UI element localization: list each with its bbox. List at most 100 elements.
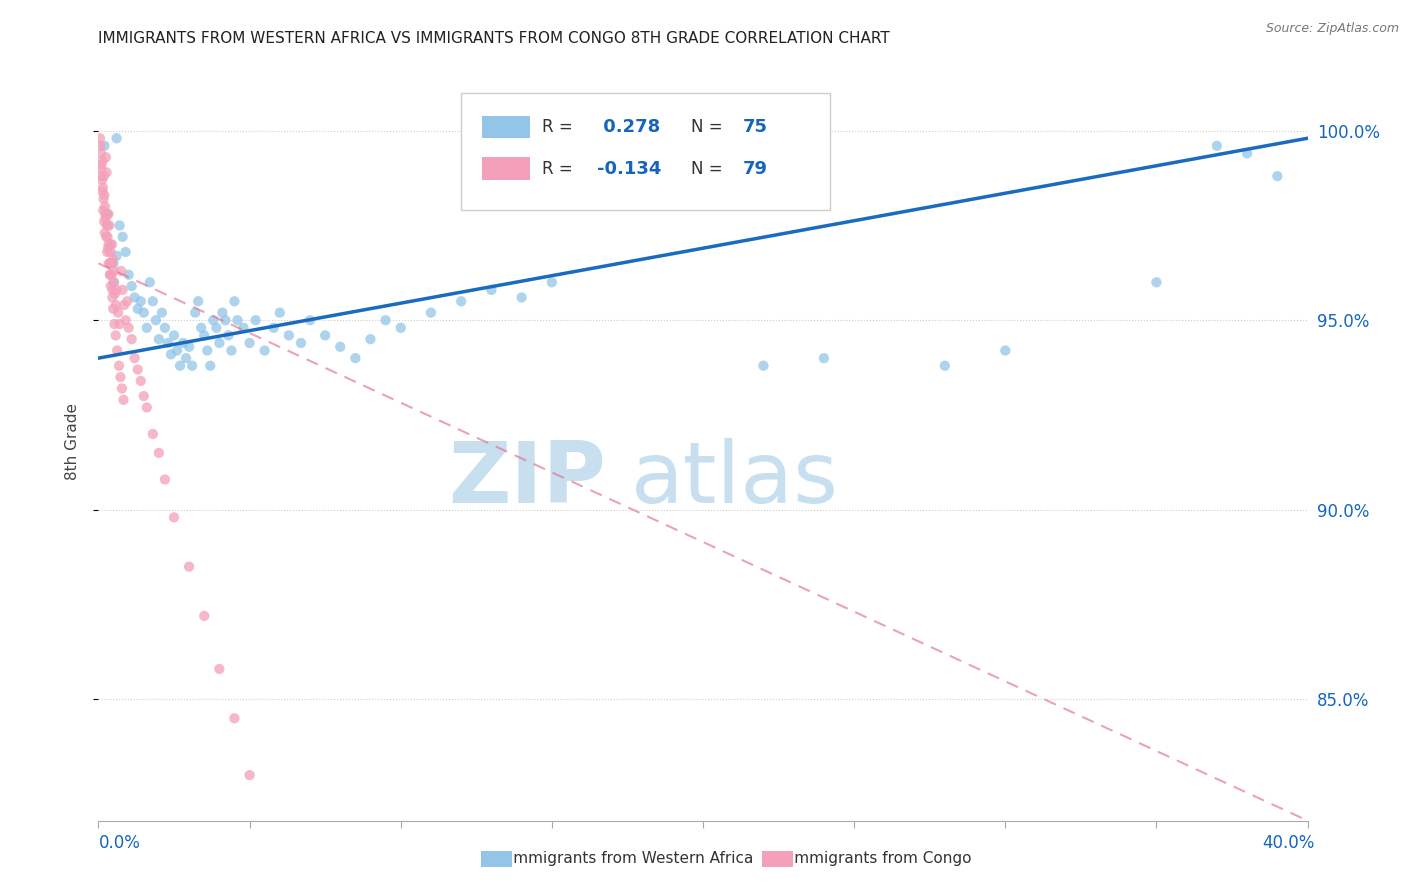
Point <box>148 332 170 346</box>
Point <box>193 328 215 343</box>
Point <box>174 351 197 365</box>
Point <box>89 138 111 153</box>
Point <box>112 298 135 312</box>
Point <box>389 320 412 334</box>
Point <box>111 229 134 244</box>
Point <box>1206 138 1229 153</box>
Point <box>90 158 112 172</box>
Point <box>179 559 201 574</box>
Point <box>277 328 299 343</box>
Text: Immigrants from Congo: Immigrants from Congo <box>780 851 972 865</box>
Point <box>94 150 117 164</box>
Point <box>752 359 775 373</box>
Point <box>481 283 503 297</box>
Point <box>111 283 134 297</box>
Point <box>450 294 472 309</box>
Text: -0.134: -0.134 <box>596 160 661 178</box>
Point <box>172 335 194 350</box>
Point <box>93 192 115 206</box>
Text: ZIP: ZIP <box>449 438 606 521</box>
Point <box>124 351 146 365</box>
Point <box>329 340 352 354</box>
Point <box>115 294 138 309</box>
Point <box>101 290 124 304</box>
Point <box>540 275 562 289</box>
Point <box>90 146 112 161</box>
Point <box>224 711 246 725</box>
Point <box>135 320 157 334</box>
Text: Immigrants from Western Africa: Immigrants from Western Africa <box>499 851 754 865</box>
Point <box>360 332 382 346</box>
Point <box>114 313 136 327</box>
Point <box>184 305 207 319</box>
Point <box>239 335 262 350</box>
Point <box>100 244 122 259</box>
Point <box>142 294 165 309</box>
Point <box>103 317 125 331</box>
Point <box>108 219 131 233</box>
Point <box>813 351 835 365</box>
Point <box>96 244 118 259</box>
Point <box>129 294 152 309</box>
Point <box>214 313 236 327</box>
FancyBboxPatch shape <box>461 93 830 211</box>
Y-axis label: 8th Grade: 8th Grade <box>65 403 80 480</box>
Text: Source: ZipAtlas.com: Source: ZipAtlas.com <box>1265 22 1399 36</box>
Point <box>100 256 122 270</box>
Point <box>93 169 115 183</box>
Point <box>160 347 183 361</box>
Point <box>103 275 125 289</box>
Point <box>98 256 121 270</box>
Point <box>98 256 121 270</box>
Point <box>91 184 114 198</box>
Point <box>239 768 262 782</box>
Point <box>103 264 125 278</box>
Point <box>195 343 218 358</box>
Point <box>91 153 114 168</box>
Text: 0.278: 0.278 <box>596 118 659 136</box>
Point <box>193 608 215 623</box>
Point <box>100 279 122 293</box>
Point <box>94 211 117 225</box>
Point <box>103 301 125 316</box>
Point <box>1236 146 1258 161</box>
Point <box>156 335 179 350</box>
Point <box>153 320 176 334</box>
Point <box>217 328 239 343</box>
Point <box>224 294 246 309</box>
Point <box>145 313 167 327</box>
Point <box>91 180 114 194</box>
Point <box>97 241 120 255</box>
Point <box>105 249 128 263</box>
Text: 40.0%: 40.0% <box>1263 834 1315 852</box>
Point <box>118 268 141 282</box>
Text: 0.0%: 0.0% <box>98 834 141 852</box>
Point <box>187 294 209 309</box>
Point <box>208 662 231 676</box>
Point <box>96 165 118 179</box>
Point <box>148 446 170 460</box>
Point <box>93 138 115 153</box>
Point <box>211 305 233 319</box>
Point <box>91 203 114 218</box>
Point <box>97 219 120 233</box>
Point <box>374 313 396 327</box>
Point <box>100 237 122 252</box>
Point <box>90 169 112 183</box>
Point <box>96 207 118 221</box>
Point <box>202 313 225 327</box>
Point <box>91 173 114 187</box>
Point <box>124 290 146 304</box>
Point <box>139 275 162 289</box>
Point <box>111 381 134 395</box>
Point <box>96 229 118 244</box>
Point <box>226 313 249 327</box>
Point <box>107 305 129 319</box>
Point <box>97 237 120 252</box>
Point <box>98 219 121 233</box>
Point <box>150 305 173 319</box>
Text: atlas: atlas <box>630 438 838 521</box>
Point <box>208 335 231 350</box>
Point <box>108 359 131 373</box>
Point <box>200 359 222 373</box>
